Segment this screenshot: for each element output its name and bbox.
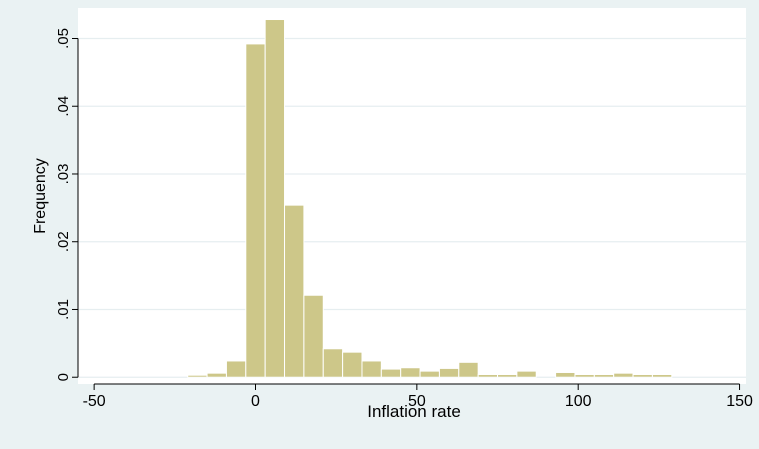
y-tick-label: .04 xyxy=(55,96,72,117)
histogram-bar xyxy=(245,43,266,378)
histogram-bar xyxy=(225,360,247,378)
histogram-bar xyxy=(419,370,440,378)
histogram-bar xyxy=(632,374,653,378)
histogram-bar xyxy=(477,374,499,378)
y-tick-label: .01 xyxy=(55,299,72,320)
plot-area-background xyxy=(78,8,746,384)
y-tick-label: .03 xyxy=(55,164,72,185)
histogram-bar xyxy=(516,370,537,378)
histogram-bar xyxy=(400,367,421,378)
x-tick-label: 150 xyxy=(726,393,753,410)
bars xyxy=(187,19,673,378)
x-tick-label: -50 xyxy=(83,393,106,410)
histogram-bar xyxy=(651,374,673,378)
histogram-bar xyxy=(497,374,518,378)
x-tick-label: 50 xyxy=(408,393,426,410)
histogram-bar xyxy=(284,204,305,378)
y-tick-label: .02 xyxy=(55,231,72,252)
histogram-bar xyxy=(303,294,324,378)
histogram-bar xyxy=(322,348,344,378)
histogram-bar xyxy=(380,368,402,378)
histogram-bar xyxy=(458,361,479,378)
histogram-bar xyxy=(555,371,576,378)
x-tick-label: 100 xyxy=(565,393,592,410)
histogram-bar xyxy=(438,367,460,378)
histogram-bar xyxy=(187,374,208,378)
y-axis-label: Frequency xyxy=(32,158,49,234)
y-tick-label: .05 xyxy=(55,28,72,49)
histogram-bar xyxy=(613,372,634,378)
histogram-bar xyxy=(342,351,363,378)
histogram-bar xyxy=(206,372,227,378)
histogram-bar xyxy=(361,360,382,378)
x-tick-label: 0 xyxy=(251,393,260,410)
histogram-bar xyxy=(574,374,595,378)
y-tick-label: 0 xyxy=(55,373,72,381)
histogram-bar xyxy=(264,19,286,378)
histogram-bar xyxy=(593,374,615,378)
x-axis-label: Inflation rate xyxy=(367,402,461,421)
axes: 0 .01 .02 .03 .04 .05 -50 0 50 100 150 xyxy=(55,28,753,410)
